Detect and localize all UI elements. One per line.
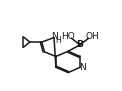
Text: N: N [79,63,86,72]
Text: B: B [77,40,83,49]
Text: N: N [52,32,58,41]
Text: HO: HO [61,32,75,41]
Text: H: H [55,36,61,45]
Text: OH: OH [85,32,99,41]
